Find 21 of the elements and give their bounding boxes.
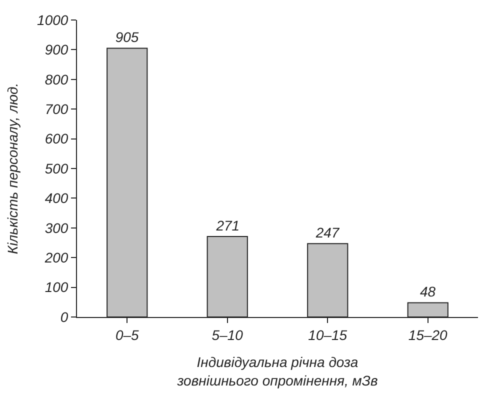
x-axis-title: Індивідуальна річна доза зовнішнього опромінення, мЗв: [176, 354, 378, 388]
y-axis-title: Кількість персоналу, люд.: [4, 82, 21, 254]
x-tick-label: 0–5: [115, 326, 140, 343]
y-tick-label: 600: [44, 130, 68, 147]
y-tick-label: 200: [44, 250, 68, 266]
y-tick-label: 1000: [37, 12, 68, 28]
y-tick-label: 300: [44, 220, 68, 236]
y-tick-label: 400: [44, 190, 68, 206]
y-tick-label: 900: [44, 42, 68, 58]
x-tick-label: 10–15: [308, 326, 348, 343]
y-tick-label: 500: [44, 160, 68, 176]
y-tick-label: 700: [44, 101, 68, 117]
data-label: 48: [420, 284, 436, 300]
x-tick-label: 5–10: [212, 326, 244, 343]
data-label: 271: [215, 218, 240, 234]
y-tick-label: 100: [44, 279, 68, 296]
data-label: 905: [115, 29, 139, 46]
data-label: 247: [314, 224, 340, 241]
x-tick-label: 15–20: [408, 326, 448, 343]
y-tick-label: 800: [44, 71, 68, 88]
y-tick-label: 0: [60, 308, 68, 325]
